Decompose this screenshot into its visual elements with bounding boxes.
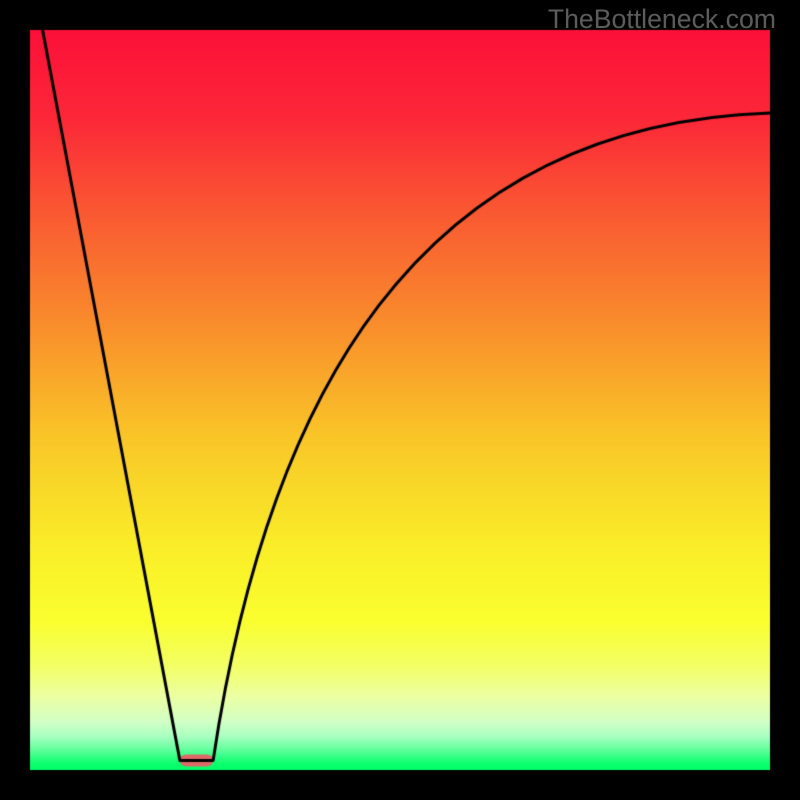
curve-canvas: [0, 0, 800, 800]
watermark-text: TheBottleneck.com: [548, 4, 776, 35]
chart-container: TheBottleneck.com: [0, 0, 800, 800]
